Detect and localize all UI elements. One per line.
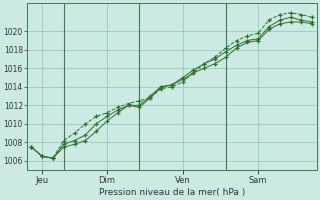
X-axis label: Pression niveau de la mer( hPa ): Pression niveau de la mer( hPa ) — [99, 188, 245, 197]
